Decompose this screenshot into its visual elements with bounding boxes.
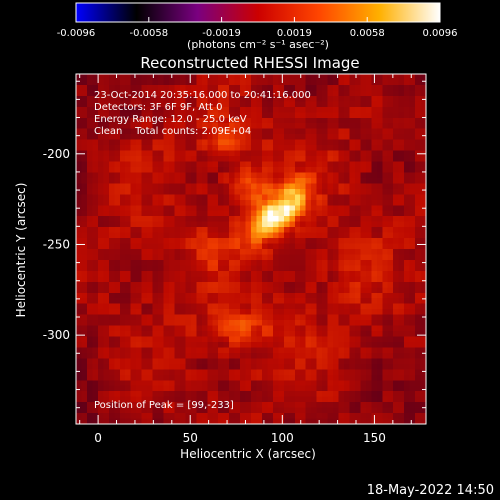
colorbar-tick-label: 0.0058 (350, 28, 385, 39)
x-axis-label: Heliocentric X (arcsec) (180, 447, 316, 461)
time-range-text: 23-Oct-2014 20:35:16.000 to 20:41:16.000 (94, 90, 311, 101)
detectors-text: Detectors: 3F 6F 9F, Att 0 (94, 102, 222, 113)
colorbar-gradient (75, 2, 441, 23)
peak-position-text: Position of Peak = [99,-233] (94, 400, 234, 411)
y-tick-label: -250 (43, 237, 70, 251)
x-tick-label: 100 (271, 431, 294, 445)
colorbar: -0.0096 -0.0058 -0.0019 0.0019 0.0058 0.0096 … (57, 2, 458, 51)
colorbar-tick-label: 0.0019 (277, 28, 312, 39)
y-tick-label: -300 (43, 328, 70, 342)
axis-ticks: 0 50 100 150 -200 -250 -300 (43, 74, 426, 445)
colorbar-tick-label: -0.0096 (57, 28, 96, 39)
colorbar-tick-label: 0.0096 (423, 28, 458, 39)
x-tick-label: 0 (94, 431, 102, 445)
energy-range-text: Energy Range: 12.0 - 25.0 keV (94, 114, 247, 125)
x-tick-label: 50 (183, 431, 198, 445)
y-tick-label: -200 (43, 147, 70, 161)
heatmap-image (76, 74, 426, 424)
colorbar-unit-label: (photons cm⁻² s⁻¹ asec⁻²) (187, 38, 329, 51)
y-axis-label: Heliocentric Y (arcsec) (14, 183, 28, 318)
observation-info: 23-Oct-2014 20:35:16.000 to 20:41:16.000… (94, 90, 311, 411)
footer-timestamp: 18-May-2022 14:50 (367, 483, 494, 498)
chart-title: Reconstructed RHESSI Image (140, 54, 359, 72)
colorbar-tick-label: -0.0058 (129, 28, 168, 39)
clean-counts-text: Clean Total counts: 2.09E+04 (94, 126, 251, 137)
colorbar-tick-label: -0.0019 (202, 28, 241, 39)
plot-frame (75, 73, 427, 425)
x-tick-label: 150 (363, 431, 386, 445)
colorbar-ticks: -0.0096 -0.0058 -0.0019 0.0019 0.0058 0.0096 (57, 17, 458, 39)
